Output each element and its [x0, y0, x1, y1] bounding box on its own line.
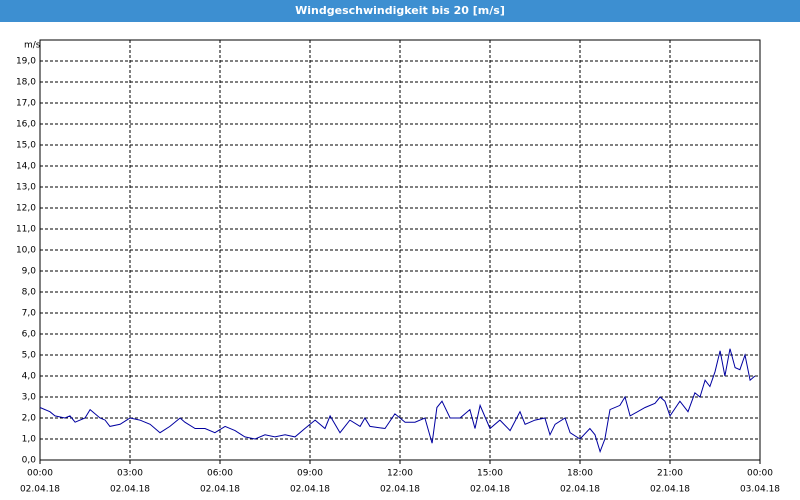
x-tick-date: 02.04.18 — [200, 485, 240, 495]
x-tick-date: 02.04.18 — [560, 485, 600, 495]
y-tick-label: 17,0 — [16, 99, 36, 109]
y-tick-label: 14,0 — [16, 162, 36, 172]
x-tick-label: 21:00 — [657, 469, 683, 479]
x-tick-label: 00:00 — [747, 469, 773, 479]
x-tick-date: 03.04.18 — [740, 485, 780, 495]
x-tick-label: 06:00 — [207, 469, 233, 479]
x-tick-date: 02.04.18 — [470, 485, 510, 495]
y-tick-label: 1,0 — [22, 435, 37, 445]
y-tick-label: 5,0 — [22, 351, 37, 361]
y-axis-label: m/s — [24, 41, 41, 51]
x-tick-label: 09:00 — [297, 469, 323, 479]
y-tick-label: 4,0 — [22, 372, 37, 382]
y-tick-label: 18,0 — [16, 78, 36, 88]
y-tick-label: 10,0 — [16, 246, 36, 256]
x-tick-date: 02.04.18 — [290, 485, 330, 495]
y-tick-label: 9,0 — [22, 267, 37, 277]
x-tick-label: 00:00 — [27, 469, 53, 479]
chart-title: Windgeschwindigkeit bis 20 [m/s] — [295, 4, 505, 17]
x-tick-label: 03:00 — [117, 469, 143, 479]
y-tick-label: 13,0 — [16, 183, 36, 193]
y-tick-label: 11,0 — [16, 225, 36, 235]
x-tick-label: 12:00 — [387, 469, 413, 479]
y-tick-label: 0,0 — [22, 456, 37, 466]
x-tick-date: 02.04.18 — [110, 485, 150, 495]
y-tick-label: 3,0 — [22, 393, 37, 403]
y-tick-label: 8,0 — [22, 288, 37, 298]
title-bar: Windgeschwindigkeit bis 20 [m/s] — [0, 0, 800, 22]
data-line — [39, 348, 756, 454]
y-tick-label: 15,0 — [16, 141, 36, 151]
y-tick-label: 19,0 — [16, 57, 36, 67]
x-tick-label: 18:00 — [567, 469, 593, 479]
x-tick-date: 02.04.18 — [20, 485, 60, 495]
plot-frame — [39, 39, 761, 461]
y-tick-label: 12,0 — [16, 204, 36, 214]
y-tick-label: 2,0 — [22, 414, 37, 424]
x-tick-date: 02.04.18 — [380, 485, 420, 495]
x-tick-date: 02.04.18 — [650, 485, 690, 495]
y-tick-label: 7,0 — [22, 309, 37, 319]
y-tick-label: 6,0 — [22, 330, 37, 340]
y-tick-label: 16,0 — [16, 120, 36, 130]
x-tick-label: 15:00 — [477, 469, 503, 479]
